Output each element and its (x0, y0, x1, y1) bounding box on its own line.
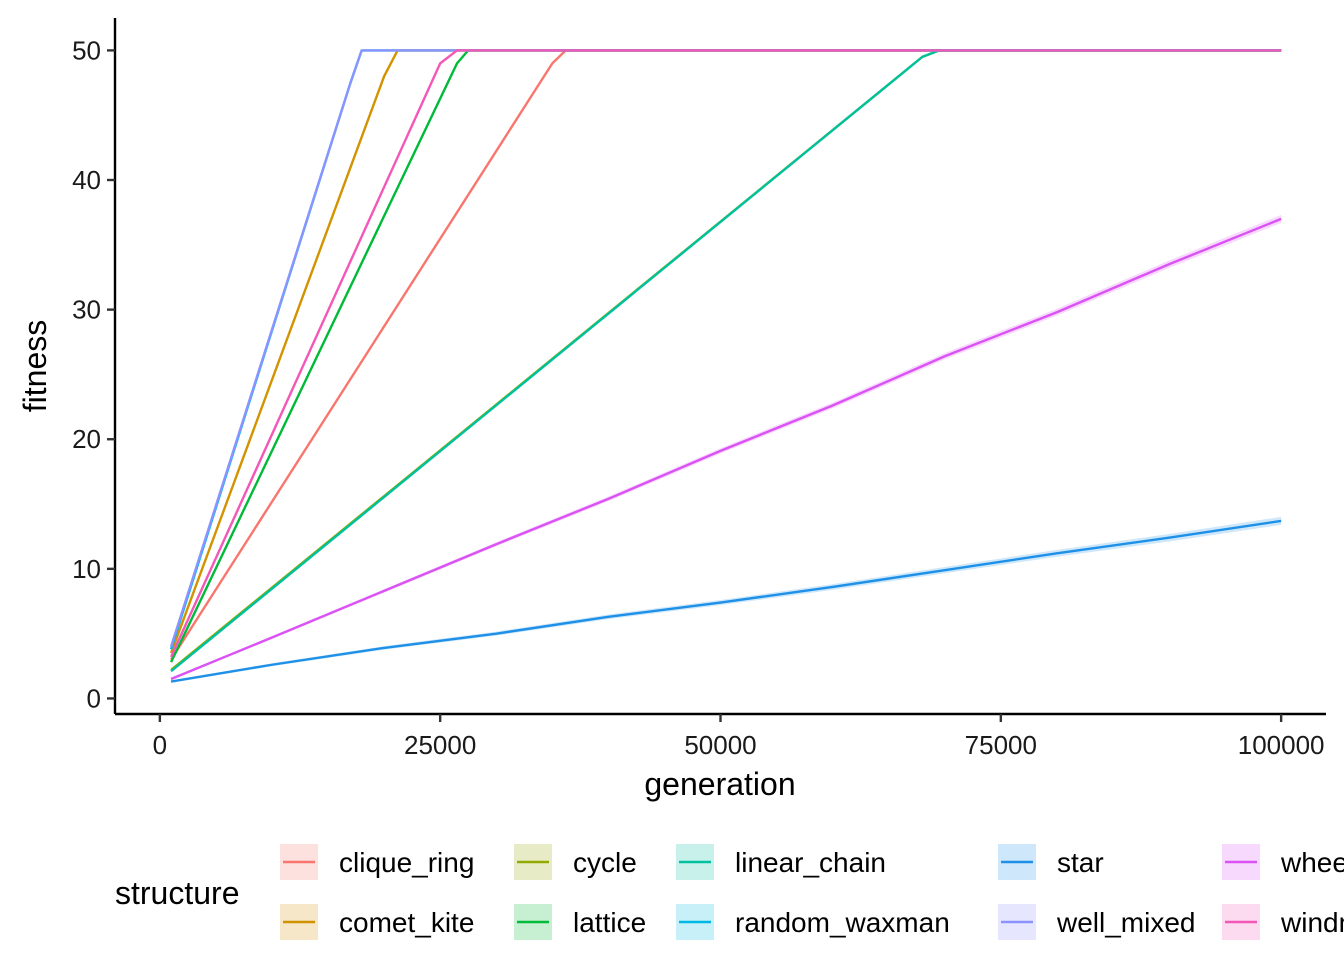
legend-label: comet_kite (339, 907, 474, 938)
legend-item-windmill: windmill (1222, 904, 1344, 940)
y-axis-title: fitness (17, 320, 53, 412)
legend-label: windmill (1280, 907, 1344, 938)
legend-label: random_waxman (735, 907, 950, 938)
legend-item-well_mixed: well_mixed (998, 904, 1196, 940)
x-tick-label: 50000 (684, 730, 756, 760)
legend-item-star: star (998, 844, 1104, 880)
y-tick-label: 10 (72, 554, 101, 584)
legend-item-comet_kite: comet_kite (280, 904, 474, 940)
legend-label: cycle (573, 847, 637, 878)
legend-item-wheel: wheel (1222, 844, 1344, 880)
series-line-clique_ring (170, 49, 1282, 661)
x-tick-label: 100000 (1238, 730, 1325, 760)
legend-title: structure (115, 875, 239, 911)
y-tick-label: 50 (72, 35, 101, 65)
x-tick-label: 75000 (965, 730, 1037, 760)
series-line-lattice (169, 49, 1282, 663)
series-line-windmill (169, 49, 1282, 658)
y-tick-label: 30 (72, 295, 101, 325)
legend-item-random_waxman: random_waxman (676, 904, 950, 940)
legend-label: linear_chain (735, 847, 886, 878)
legend-label: star (1057, 847, 1104, 878)
y-tick-label: 0 (87, 683, 101, 713)
legend-item-lattice: lattice (514, 904, 646, 940)
legend-label: lattice (573, 907, 646, 938)
legend-label: clique_ring (339, 847, 474, 878)
x-axis-title: generation (644, 766, 795, 802)
legend-item-clique_ring: clique_ring (280, 844, 474, 880)
x-tick-label: 0 (153, 730, 167, 760)
series-line-well_mixed (169, 49, 1282, 647)
y-tick-label: 40 (72, 165, 101, 195)
y-tick-label: 20 (72, 424, 101, 454)
series-lines (169, 49, 1282, 683)
legend-label: wheel (1280, 847, 1344, 878)
legend: structure clique_ring comet_kite cycle latt… (115, 844, 1344, 940)
x-tick-label: 25000 (404, 730, 476, 760)
legend-item-cycle: cycle (514, 844, 637, 880)
series-line-wheel (170, 217, 1282, 681)
series-line-random_waxman (169, 49, 1282, 650)
legend-label: well_mixed (1056, 907, 1196, 938)
series-line-linear_chain (170, 49, 1282, 673)
y-axis-ticks: 0 10 20 30 40 50 (72, 35, 115, 713)
legend-item-linear_chain: linear_chain (676, 844, 886, 880)
series-line-cycle (170, 49, 1282, 671)
ribbon-star (171, 516, 1282, 683)
legend-items: clique_ring comet_kite cycle lattice linear_… (280, 844, 1344, 940)
x-axis-ticks: 0 25000 50000 75000 100000 (153, 714, 1325, 760)
series-line-comet_kite (169, 49, 1282, 654)
series-line-star (170, 519, 1282, 683)
